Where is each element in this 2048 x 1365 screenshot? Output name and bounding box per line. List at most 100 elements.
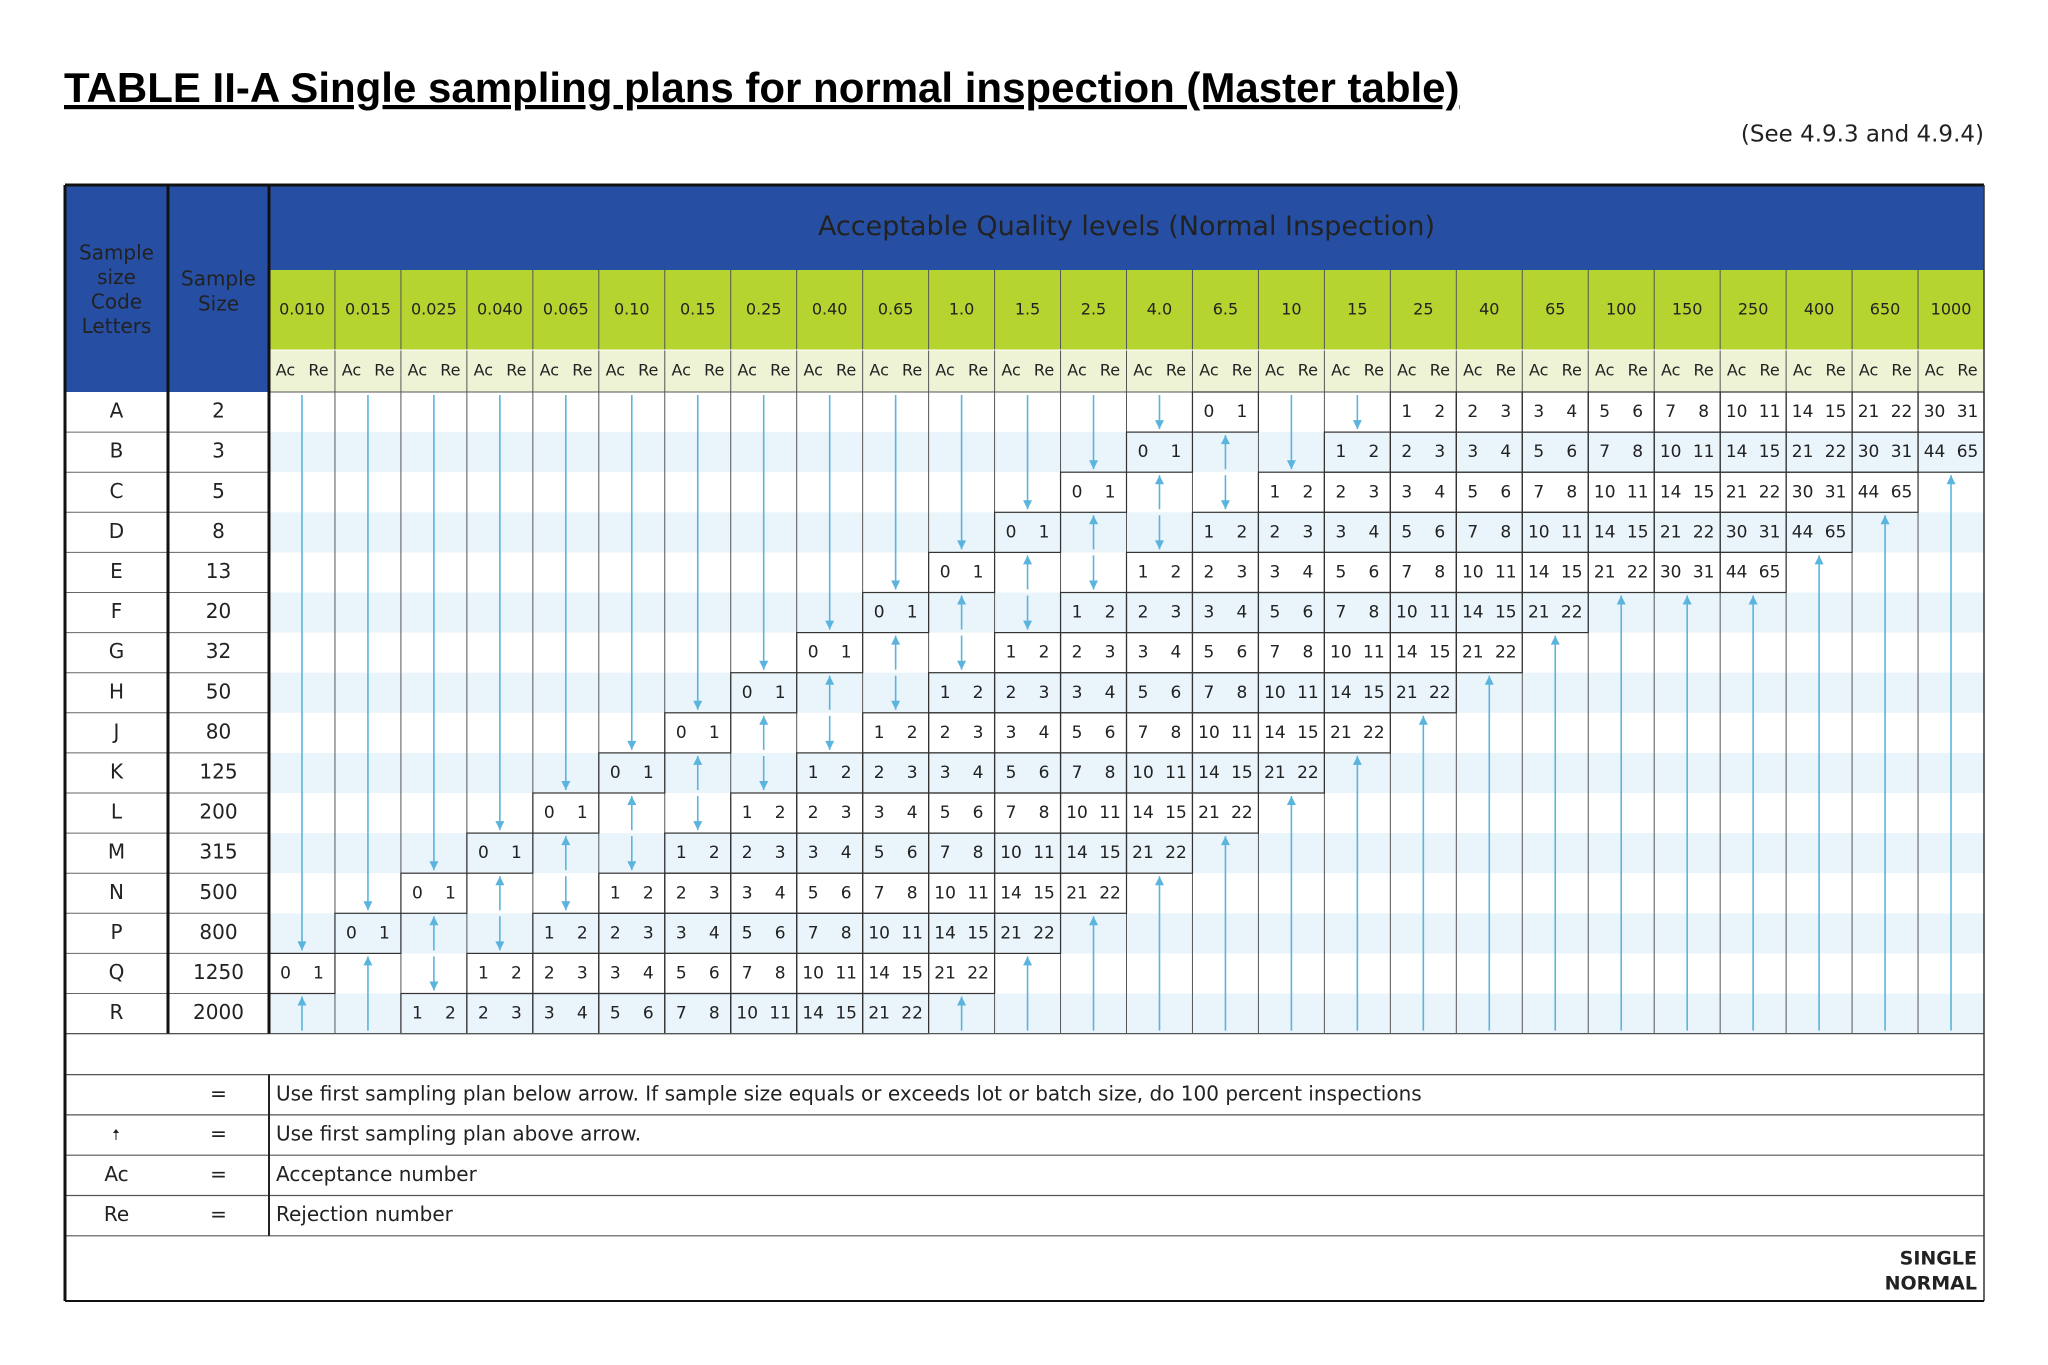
arrow-head xyxy=(759,781,769,790)
re-number: 4 xyxy=(709,923,720,943)
ac-label: Ac xyxy=(869,361,888,380)
ac-number: 2 xyxy=(1335,482,1346,502)
ac-number: 3 xyxy=(1138,643,1149,663)
plan-cell xyxy=(1257,471,1325,513)
plan-cell xyxy=(993,792,1062,834)
ac-number: 3 xyxy=(940,763,951,783)
plan-cell xyxy=(1389,391,1457,433)
plan-cell xyxy=(1191,551,1260,594)
re-number: 15 xyxy=(1099,843,1121,863)
plan-cell xyxy=(1455,471,1523,513)
sample-size: 500 xyxy=(199,880,237,904)
ac-number: 10 xyxy=(868,923,890,943)
plan-cell xyxy=(993,631,1062,674)
plan-cell xyxy=(1389,672,1457,714)
plan-cell xyxy=(1521,471,1589,513)
arrow-head xyxy=(1352,755,1362,765)
ac-number: 5 xyxy=(1269,603,1280,623)
ac-number: 21 xyxy=(1792,442,1814,462)
ac-number: 1 xyxy=(412,1004,423,1024)
ac-number: 2 xyxy=(1204,562,1215,582)
plan-cell xyxy=(1059,872,1128,914)
re-label: Re xyxy=(374,361,394,380)
ac-number: 1 xyxy=(940,683,951,703)
re-label: Re xyxy=(1496,361,1516,380)
ac-number: 5 xyxy=(1138,683,1149,703)
aql-level: 0.25 xyxy=(746,300,782,319)
ac-number: 0 xyxy=(544,803,555,823)
ac-number: 1 xyxy=(1006,643,1017,663)
ac-number: 14 xyxy=(1660,482,1682,502)
re-label: Re xyxy=(1034,361,1054,380)
plan-cell xyxy=(664,712,732,754)
ac-number: 7 xyxy=(1467,522,1478,542)
ac-number: 7 xyxy=(676,1004,687,1024)
re-number: 22 xyxy=(1495,643,1517,663)
re-label: Re xyxy=(1825,361,1845,380)
re-number: 11 xyxy=(1231,723,1253,743)
arrow-head xyxy=(627,740,637,750)
re-number: 2 xyxy=(1368,442,1379,462)
re-number: 11 xyxy=(769,1004,791,1024)
re-label: Re xyxy=(704,361,724,380)
ac-label: Ac xyxy=(1793,361,1812,380)
legend-text: Use first sampling plan above arrow. xyxy=(276,1122,641,1146)
ac-number: 0 xyxy=(280,963,291,983)
code-letter: Q xyxy=(109,960,125,984)
re-number: 22 xyxy=(901,1004,923,1024)
plan-cell xyxy=(993,511,1062,553)
plan-cell xyxy=(862,591,930,634)
arrow-head xyxy=(1023,500,1033,510)
sample-size: 13 xyxy=(206,559,231,583)
code-letters-header: size xyxy=(97,265,136,289)
aql-level: 0.65 xyxy=(878,300,914,319)
plan-cell xyxy=(796,792,864,834)
ac-number: 21 xyxy=(1000,923,1022,943)
re-number: 1 xyxy=(709,723,720,743)
plan-cell xyxy=(730,952,798,995)
ac-number: 3 xyxy=(1072,683,1083,703)
ac-number: 0 xyxy=(1138,442,1149,462)
re-number: 3 xyxy=(1105,643,1116,663)
aql-level: 0.015 xyxy=(345,300,391,319)
aql-level: 1.0 xyxy=(949,300,974,319)
ac-number: 2 xyxy=(676,883,687,903)
ac-number: 21 xyxy=(1330,723,1352,743)
re-number: 22 xyxy=(1429,683,1451,703)
plan-cell xyxy=(1389,471,1457,513)
ac-number: 30 xyxy=(1858,442,1880,462)
re-number: 3 xyxy=(1500,402,1511,422)
plan-cell xyxy=(862,792,930,834)
plan-cell xyxy=(928,551,996,594)
ac-label: Ac xyxy=(803,361,822,380)
legend-text: Use first sampling plan below arrow. If … xyxy=(276,1081,1422,1105)
ac-number: 10 xyxy=(1726,402,1748,422)
arrow-head xyxy=(1023,956,1033,966)
re-number: 1 xyxy=(1039,522,1050,542)
plan-cell xyxy=(1191,631,1260,674)
ac-number: 7 xyxy=(1401,562,1412,582)
ac-number: 2 xyxy=(808,803,819,823)
re-number: 6 xyxy=(1632,402,1643,422)
re-number: 2 xyxy=(709,843,720,863)
aql-level: 250 xyxy=(1738,300,1769,319)
re-number: 1 xyxy=(1237,402,1248,422)
re-number: 1 xyxy=(1105,482,1116,502)
arrow-head xyxy=(825,740,835,750)
ac-number: 14 xyxy=(1726,442,1748,462)
re-number: 8 xyxy=(1566,482,1577,502)
sample-size: 2000 xyxy=(193,1000,244,1024)
re-number: 22 xyxy=(1099,883,1121,903)
ac-number: 21 xyxy=(1462,643,1484,663)
plan-cell xyxy=(862,872,930,914)
re-number: 15 xyxy=(1693,482,1715,502)
re-number: 3 xyxy=(577,963,588,983)
sample-size: 32 xyxy=(206,639,231,663)
code-letter: C xyxy=(110,479,124,503)
re-number: 1 xyxy=(511,843,522,863)
re-number: 8 xyxy=(1698,402,1709,422)
re-number: 4 xyxy=(775,883,786,903)
arrow-head xyxy=(1023,620,1033,630)
plan-cell xyxy=(928,712,996,754)
aql-level: 0.40 xyxy=(812,300,848,319)
